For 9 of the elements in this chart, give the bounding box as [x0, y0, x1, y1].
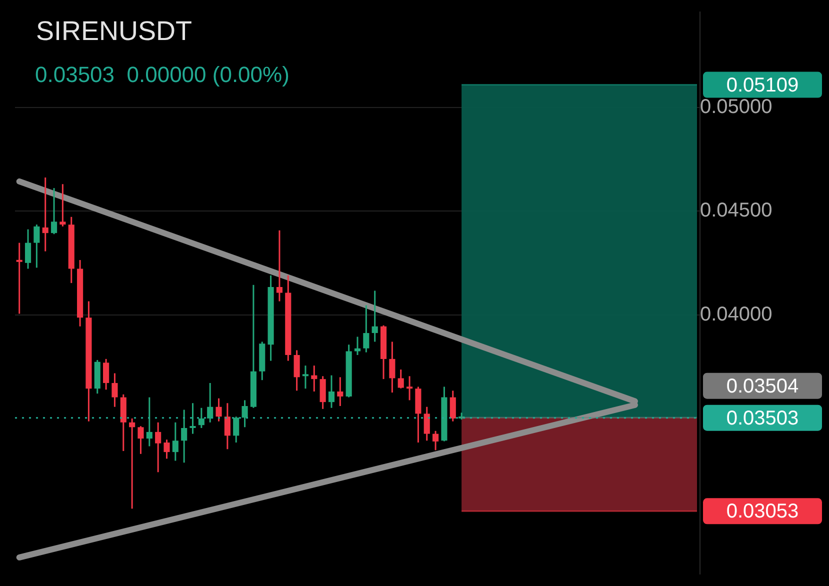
y-tick-label: 0.04500 — [700, 200, 772, 222]
ref-line-label: 0.05109 — [726, 74, 799, 96]
text: 0.03503 0.00000 (0.00%) — [35, 62, 290, 88]
ref-line-label: 0.03503 — [726, 407, 799, 430]
ref-line-label: 0.03504 — [726, 375, 799, 398]
y-tick-label: 0.05000 — [700, 96, 772, 118]
y-tick-label: 0.04000 — [700, 303, 772, 326]
chart-title: SIRENUSDT — [36, 16, 192, 47]
ref-line-label: 0.03053 — [726, 500, 799, 523]
